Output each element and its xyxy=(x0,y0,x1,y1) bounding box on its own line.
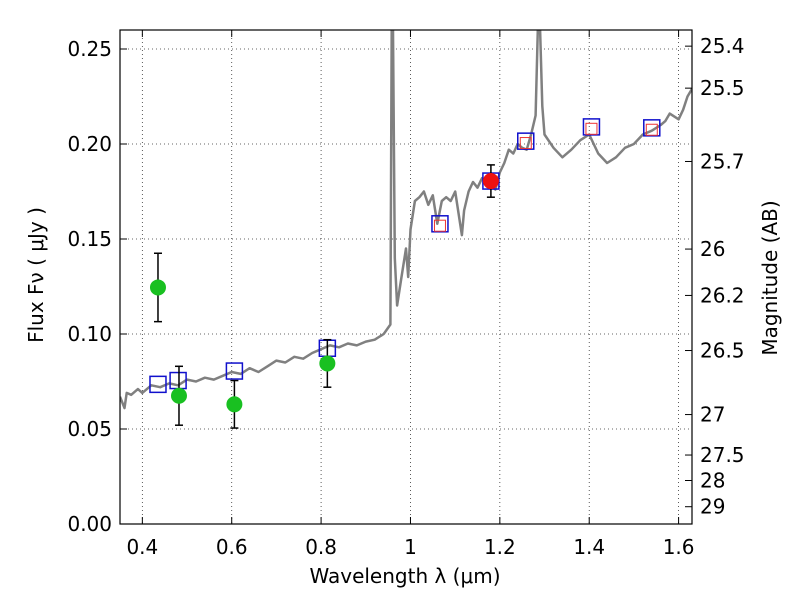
inner-red-square xyxy=(519,137,532,150)
axes: 0.4 0.6 0.8 1 1.2 1.4 1.6 0.00 0.05 0.10 0.15 0.20 0… xyxy=(67,30,745,559)
right-tick-label: 28 xyxy=(700,468,725,492)
y-axis-title: Flux Fν ( μJy ) xyxy=(24,207,48,343)
x-tick-label: 0.8 xyxy=(305,535,337,559)
x-tick-label: 0.6 xyxy=(216,535,248,559)
right-tick-label: 26.2 xyxy=(700,283,745,307)
inner-red-square xyxy=(433,219,446,232)
x-tick-label: 1.6 xyxy=(663,535,695,559)
grid xyxy=(120,30,692,524)
green-point xyxy=(170,387,187,404)
right-tick-label: 25.4 xyxy=(700,34,745,58)
y-tick-label: 0.10 xyxy=(67,322,112,346)
template-spectrum-series xyxy=(120,30,692,410)
x-tick-label: 1.2 xyxy=(484,535,516,559)
right-tick-label: 27.5 xyxy=(700,443,745,467)
inner-red-square xyxy=(585,122,598,135)
right-axis-title: Magnitude (AB) xyxy=(758,200,782,355)
green-point xyxy=(319,355,336,372)
right-tick-label: 25.5 xyxy=(700,76,745,100)
right-tick-label: 26 xyxy=(700,237,725,261)
model-square xyxy=(431,215,449,233)
right-tick-label: 29 xyxy=(700,495,725,519)
y-tick-label: 0.20 xyxy=(67,132,112,156)
y-tick-label: 0.00 xyxy=(67,512,112,536)
plot-frame xyxy=(119,29,693,525)
model-square xyxy=(643,119,661,137)
y-tick-label: 0.05 xyxy=(67,417,112,441)
green-point xyxy=(149,279,166,296)
x-tick-label: 1 xyxy=(404,535,417,559)
right-tick-label: 26.5 xyxy=(700,339,745,363)
model-square xyxy=(225,362,244,380)
right-tick-label: 25.7 xyxy=(700,149,745,173)
red-point xyxy=(482,173,499,190)
x-axis-title: Wavelength λ (μm) xyxy=(309,564,500,588)
model-square xyxy=(582,118,601,136)
x-tick-label: 0.4 xyxy=(126,535,158,559)
right-tick-label: 27 xyxy=(700,403,725,427)
y-tick-label: 0.15 xyxy=(67,227,112,251)
spectrum-line xyxy=(120,30,692,410)
model-square xyxy=(149,375,167,394)
model-square xyxy=(517,132,535,150)
inner-red-square xyxy=(645,123,658,136)
green-point xyxy=(226,396,243,413)
photometry-markers xyxy=(149,118,661,429)
y-tick-label: 0.25 xyxy=(67,37,112,61)
x-tick-label: 1.4 xyxy=(573,535,605,559)
